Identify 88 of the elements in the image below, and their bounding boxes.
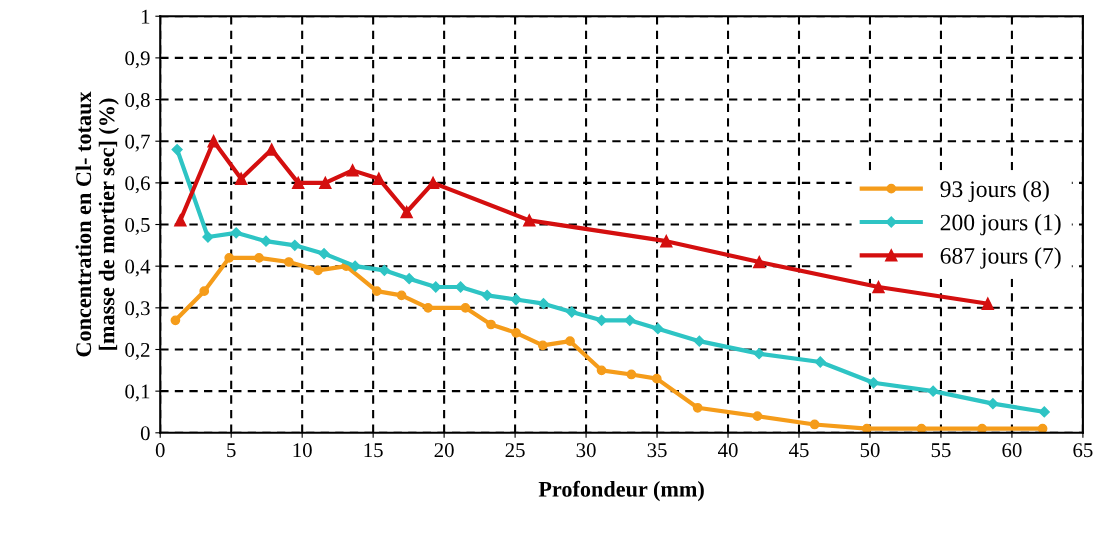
point (224, 252, 235, 263)
point (510, 293, 522, 306)
y-tick-label: 0,8 (125, 92, 150, 110)
point (486, 319, 496, 330)
point (872, 280, 885, 294)
point (861, 423, 872, 433)
point (423, 302, 433, 313)
x-tick-label: 30 (576, 443, 596, 458)
point (230, 227, 242, 239)
point (349, 260, 361, 272)
point (426, 176, 440, 190)
point (511, 327, 521, 338)
point (809, 419, 820, 430)
point (660, 234, 673, 248)
x-tick-label: 60 (1002, 443, 1022, 458)
point (207, 134, 220, 148)
y-tick-label: 0,6 (125, 176, 150, 194)
point (234, 172, 248, 185)
point (624, 314, 636, 326)
point (693, 335, 705, 347)
y-tick-label: 0,3 (125, 301, 150, 319)
x-tick-label: 65 (1073, 443, 1093, 458)
legend-label: 93 jours (8) (940, 180, 1049, 202)
point (254, 252, 264, 263)
point (199, 286, 210, 297)
point (652, 323, 664, 335)
y-tick-label: 1 (141, 9, 150, 24)
point (289, 239, 301, 251)
point (283, 257, 294, 267)
point (371, 286, 382, 297)
x-tick-label: 5 (227, 443, 236, 458)
point (692, 402, 703, 413)
legend-label: 200 jours (1) (940, 213, 1061, 236)
point (596, 365, 607, 376)
y-tick-label: 0,1 (125, 384, 150, 402)
point (916, 423, 927, 433)
legend-label: 687 jours (7) (940, 247, 1061, 269)
point (1038, 406, 1050, 418)
y-tick-label: 0,5 (125, 217, 150, 235)
point (313, 265, 323, 276)
y-axis-title: Concentration en Cl- totaux [masse de mortier sec] (%) (75, 91, 119, 357)
x-tick-label: 10 (293, 443, 312, 458)
x-tick-label: 25 (505, 443, 525, 458)
point (396, 290, 407, 301)
point (977, 423, 987, 433)
x-tick-label: 40 (718, 443, 738, 458)
point (171, 143, 183, 156)
x-axis-title: Profondeur (mm) (538, 480, 704, 502)
x-tick-label: 55 (931, 443, 951, 458)
point (651, 373, 662, 384)
x-tick-label: 15 (364, 443, 383, 458)
point (481, 289, 493, 301)
y-tick-label: 0,4 (125, 259, 151, 277)
y-tick-label: 0,2 (125, 342, 150, 360)
point (626, 369, 637, 380)
x-tick-label: 35 (647, 443, 667, 458)
point (927, 385, 939, 397)
point (987, 398, 999, 410)
x-tick-label: 0 (155, 443, 165, 458)
point (460, 302, 471, 313)
y-tick-label: 0 (140, 426, 150, 441)
x-tick-label: 50 (860, 443, 880, 458)
point (867, 377, 880, 389)
point (753, 255, 766, 269)
point (319, 176, 332, 190)
point (378, 264, 390, 276)
point (981, 297, 995, 310)
point (400, 205, 413, 219)
point (523, 214, 536, 227)
point (403, 273, 415, 285)
point (346, 164, 359, 177)
point (170, 315, 181, 326)
point (372, 172, 386, 185)
point (260, 235, 272, 247)
point (537, 340, 548, 351)
point (318, 248, 330, 260)
point (814, 356, 826, 368)
point (566, 306, 578, 318)
y-tick-label: 0,9 (125, 51, 150, 69)
point (752, 411, 763, 421)
y-tick-label: 0,7 (125, 134, 150, 152)
point (565, 336, 575, 347)
x-tick-label: 45 (788, 443, 809, 458)
point (291, 176, 305, 190)
x-tick-label: 20 (434, 443, 454, 458)
point (174, 214, 187, 227)
point (753, 348, 765, 360)
point (1037, 423, 1048, 433)
